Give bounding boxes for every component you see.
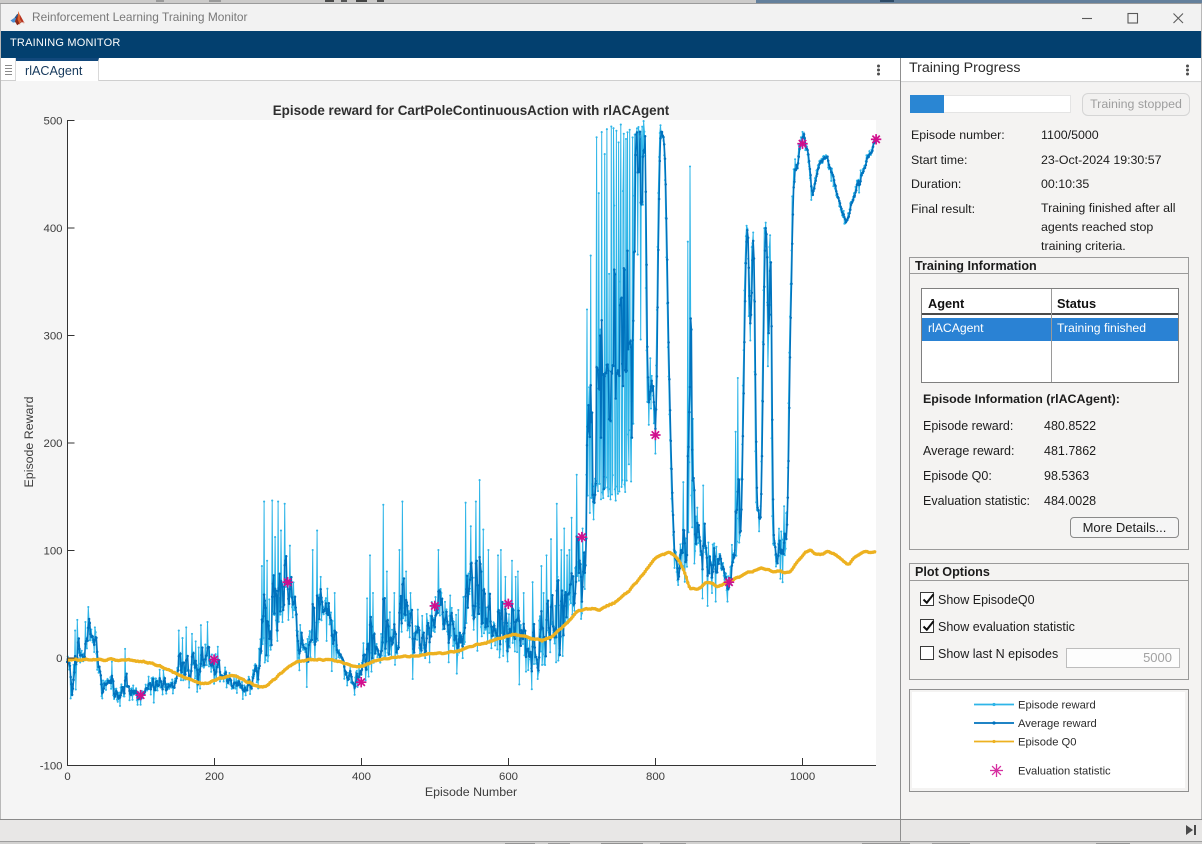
svg-text:0: 0: [56, 653, 62, 665]
svg-text:Evaluation statistic: Evaluation statistic: [1018, 766, 1111, 778]
svg-text:Episode Q0: Episode Q0: [1018, 737, 1076, 749]
svg-text:Episode reward for CartPoleCon: Episode reward for CartPoleContinuousAct…: [273, 103, 670, 118]
svg-text:-100: -100: [40, 761, 63, 773]
svg-text:Episode Number: Episode Number: [425, 785, 517, 799]
svg-text:200: 200: [205, 771, 224, 783]
svg-text:100: 100: [43, 546, 62, 558]
svg-text:600: 600: [499, 771, 518, 783]
svg-text:0: 0: [64, 771, 70, 783]
svg-text:500: 500: [43, 116, 62, 128]
svg-text:Episode reward: Episode reward: [1018, 700, 1096, 712]
svg-text:1000: 1000: [790, 771, 815, 783]
svg-text:Episode Reward: Episode Reward: [22, 396, 36, 487]
svg-text:800: 800: [646, 771, 665, 783]
svg-text:400: 400: [352, 771, 371, 783]
svg-text:400: 400: [43, 223, 62, 235]
svg-text:Average reward: Average reward: [1018, 718, 1097, 730]
svg-text:300: 300: [43, 331, 62, 343]
svg-text:200: 200: [43, 438, 62, 450]
